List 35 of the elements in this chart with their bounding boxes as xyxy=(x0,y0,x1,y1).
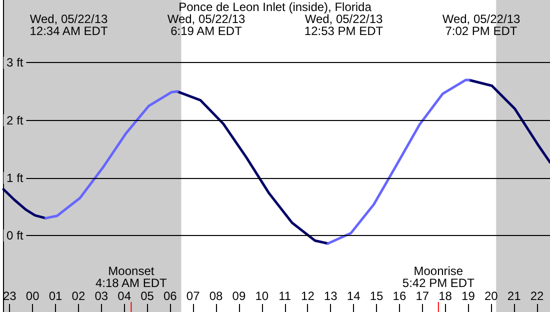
ref-line-label: Moonrise 5:42 PM EDT xyxy=(402,264,476,290)
x-tick-label: 10 xyxy=(255,289,269,303)
annotation: Wed, 05/22/13 6:19 AM EDT xyxy=(167,12,246,38)
y-tick-label: 1 ft xyxy=(6,170,24,185)
x-tick-label: 19 xyxy=(462,289,476,303)
x-tick-label: 05 xyxy=(140,289,154,303)
x-tick-label: 15 xyxy=(370,289,384,303)
x-tick-label: 14 xyxy=(346,289,361,303)
y-tick-label: 0 ft xyxy=(6,228,24,242)
x-tick-label: 01 xyxy=(48,289,63,303)
x-tick-label: 20 xyxy=(484,289,498,303)
x-tick-label: 00 xyxy=(26,289,40,303)
annotation: Wed, 05/22/13 12:53 PM EDT xyxy=(304,12,384,38)
y-tick-label: 2 ft xyxy=(6,113,24,128)
annotation: Wed, 05/22/13 12:34 AM EDT xyxy=(30,12,108,38)
x-tick-label: 07 xyxy=(186,289,200,303)
x-tick-label: 21 xyxy=(507,289,522,303)
ref-line-label: Moonset 4:18 AM EDT xyxy=(96,264,168,290)
x-tick-label: 11 xyxy=(278,289,292,303)
chart-title: Ponce de Leon Inlet (inside), Florida xyxy=(178,0,372,14)
annotation: Wed, 05/22/13 7:02 PM EDT xyxy=(442,12,520,38)
x-tick-label: 02 xyxy=(72,289,86,303)
x-tick-label: 23 xyxy=(2,289,17,303)
x-tick-label: 13 xyxy=(324,289,338,303)
x-tick-label: 08 xyxy=(209,289,224,303)
y-tick-label: 3 ft xyxy=(6,56,24,70)
x-tick-label: 16 xyxy=(392,289,406,303)
x-tick-label: 06 xyxy=(163,289,178,303)
x-tick-label: 18 xyxy=(438,289,452,303)
x-tick-label: 04 xyxy=(118,289,132,303)
x-tick-label: 09 xyxy=(232,289,246,303)
x-tick-label: 03 xyxy=(94,289,108,303)
x-tick-label: 22 xyxy=(530,289,544,303)
x-tick-label: 12 xyxy=(301,289,315,303)
x-tick-label: 17 xyxy=(416,289,430,303)
